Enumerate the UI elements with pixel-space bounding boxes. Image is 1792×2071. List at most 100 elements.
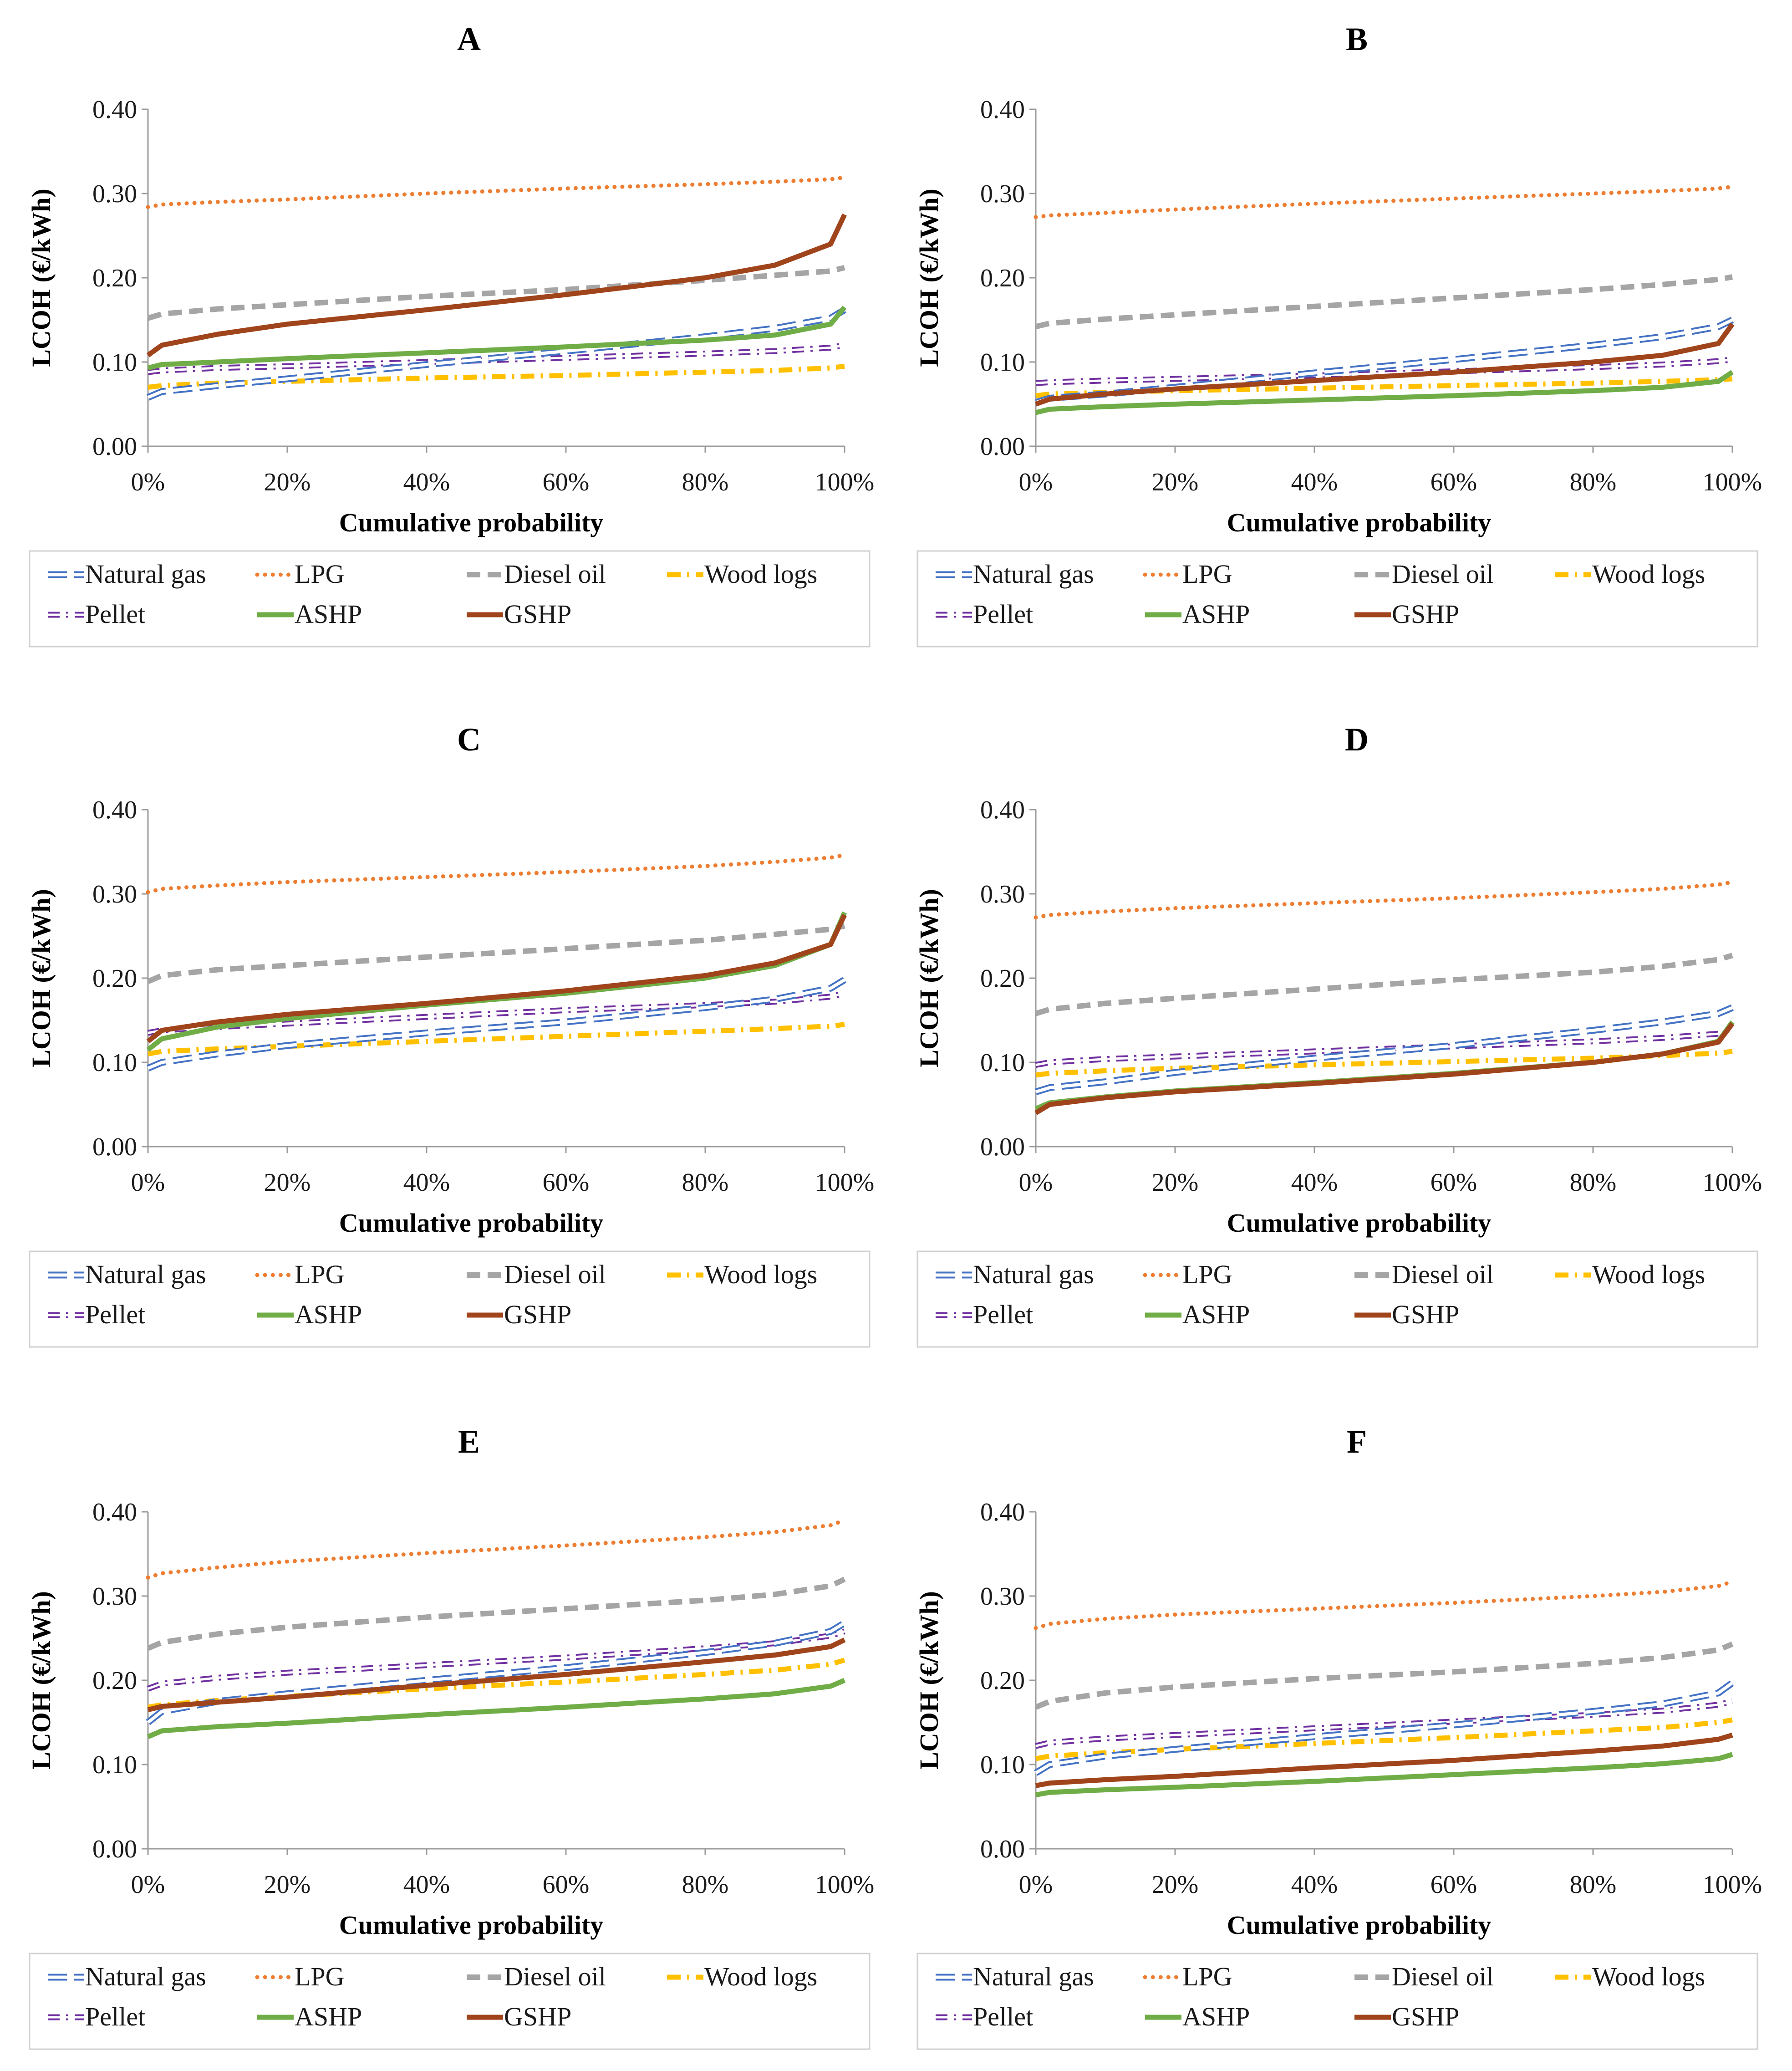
panel-e-title: E <box>458 1423 480 1460</box>
panel-d-legend-item-wood-logs: Wood logs <box>1555 1260 1705 1289</box>
panel-a-x-tick-label: 0% <box>131 468 165 496</box>
panel-b-legend-label-diesel-oil: Diesel oil <box>1392 559 1494 589</box>
panel-c-line-gshp <box>146 913 847 1044</box>
panel-e-legend-label-wood-logs: Wood logs <box>704 1962 817 1991</box>
panel-a-series-lpg <box>146 175 847 209</box>
panel-c-x-tick-label: 0% <box>131 1168 165 1197</box>
panel-b-x-tick-label: 40% <box>1291 468 1338 496</box>
panel-b-x-axis-title: Cumulative probability <box>1227 508 1492 537</box>
panel-c-series-lpg <box>146 853 847 894</box>
panel-d-line-lpg <box>1033 880 1735 920</box>
panel-d-y-tick-label: 0.30 <box>980 880 1025 908</box>
panel-f-legend-label-diesel-oil: Diesel oil <box>1392 1962 1494 1991</box>
panel-e-line-natural-gas <box>147 1622 845 1724</box>
panel-b-legend-label-natural-gas: Natural gas <box>973 559 1094 589</box>
panel-d-line-gshp <box>1034 1022 1735 1115</box>
panel-a-legend-label-diesel-oil: Diesel oil <box>504 559 606 589</box>
panel-f-x-axis-title: Cumulative probability <box>1227 1910 1492 1940</box>
panel-f-series-diesel-oil <box>1034 1641 1734 1710</box>
panel-b-line-gshp <box>1035 322 1735 407</box>
panel-f-legend-label-wood-logs: Wood logs <box>1592 1962 1705 1991</box>
panel-b-x-tick-label: 80% <box>1570 468 1617 496</box>
panel-f-legend: Natural gas LPG Diesel oil Wood logs Pellet A… <box>916 1953 1758 2050</box>
panel-a: A 0.00 0.10 0.20 0.30 0.40 0% 20% 40% 60% 80% 100% C… <box>26 21 874 648</box>
panel-e-x-tick-label: 40% <box>403 1871 450 1899</box>
panel-a-series-natural-gas <box>147 306 846 401</box>
panel-a-legend-item-diesel-oil: Diesel oil <box>467 559 606 589</box>
panel-f-series-pellet <box>1035 1698 1733 1749</box>
panel-f-series-natural-gas <box>1034 1680 1735 1776</box>
panel-e-legend-item-wood-logs: Wood logs <box>667 1962 817 1991</box>
panel-e-x-tick-label: 60% <box>543 1871 590 1899</box>
panel-e-y-tick-label: 0.20 <box>92 1667 137 1695</box>
panel-c-series-pellet <box>147 990 845 1036</box>
panel-c-x-tick-label: 20% <box>264 1168 311 1197</box>
panel-c-y-tick-label: 0.20 <box>92 964 137 993</box>
panel-e-legend-item-gshp: GSHP <box>467 2002 571 2031</box>
panel-a-line-pellet <box>148 344 845 373</box>
panel-f-line-natural-gas <box>1035 1681 1734 1775</box>
panel-c-legend-item-diesel-oil: Diesel oil <box>467 1260 606 1289</box>
panel-f-line-wood-logs <box>1035 1717 1733 1761</box>
panel-e-legend-item-diesel-oil: Diesel oil <box>467 1962 606 1991</box>
panel-d-title: D <box>1345 721 1369 758</box>
panel-a-legend-label-pellet: Pellet <box>85 599 145 629</box>
panel-b-legend: Natural gas LPG Diesel oil Wood logs Pellet A… <box>916 550 1758 648</box>
panel-f-x-tick-label: 100% <box>1703 1871 1762 1899</box>
panel-d-line-pellet <box>1035 1030 1733 1066</box>
panel-a-legend-label-lpg: LPG <box>295 559 345 589</box>
panel-c-line-natural-gas <box>147 978 845 1070</box>
panel-f-line-pellet <box>1035 1700 1733 1747</box>
panel-f-legend-item-natural-gas: Natural gas <box>936 1962 1094 1991</box>
panel-a-legend-item-lpg: LPG <box>255 559 345 589</box>
panel-f-legend-label-gshp: GSHP <box>1392 2002 1459 2031</box>
panel-f-y-tick-label: 0.40 <box>980 1498 1025 1526</box>
panel-c-legend-label-gshp: GSHP <box>504 1300 571 1329</box>
panel-c: C 0.00 0.10 0.20 0.30 0.40 0% 20% 40% 60% 80% 100% C… <box>26 721 874 1348</box>
panel-b-x-tick-label: 20% <box>1152 468 1199 496</box>
panel-b-x-tick-label: 0% <box>1019 468 1053 496</box>
panel-d-x-tick-label: 60% <box>1431 1168 1477 1197</box>
panel-a-line-gshp <box>146 213 847 357</box>
panel-c-y-tick-label: 0.30 <box>92 880 137 908</box>
panel-c-legend-item-pellet: Pellet <box>48 1300 145 1329</box>
panel-d-y-tick-label: 0.20 <box>980 964 1025 993</box>
panel-f-line-diesel-oil <box>1034 1641 1734 1710</box>
panel-a-y-tick-label: 0.00 <box>92 433 137 461</box>
panel-e-legend-label-gshp: GSHP <box>504 2002 571 2031</box>
panel-a-line-natural-gas <box>147 308 845 399</box>
panel-b-title: B <box>1346 21 1368 57</box>
panel-b-y-axis-title: LCOH (€/kWh) <box>914 189 944 367</box>
panel-e-y-tick-label: 0.00 <box>92 1835 137 1863</box>
panel-b-legend-item-lpg: LPG <box>1143 559 1232 589</box>
panel-a-x-tick-label: 20% <box>264 468 311 496</box>
panel-d-legend-label-pellet: Pellet <box>973 1300 1033 1329</box>
panel-d-y-tick-label: 0.10 <box>980 1049 1025 1077</box>
panel-b-line-diesel-oil <box>1035 274 1733 330</box>
panel-a-x-tick-label: 80% <box>682 468 729 496</box>
panel-b-y-tick-label: 0.10 <box>980 348 1025 377</box>
panel-a-legend-label-natural-gas: Natural gas <box>85 559 206 589</box>
panel-c-x-tick-label: 60% <box>543 1168 590 1197</box>
panel-a-y-tick-label: 0.10 <box>92 348 137 377</box>
panel-a-y-tick-label: 0.30 <box>92 180 137 208</box>
panel-b-line-lpg <box>1033 184 1735 219</box>
panel-d-series-diesel-oil <box>1035 953 1733 1016</box>
panel-f-legend-box <box>916 1953 1758 2050</box>
panel-d-legend-label-diesel-oil: Diesel oil <box>1392 1260 1494 1289</box>
panel-e-legend-label-lpg: LPG <box>295 1962 345 1991</box>
panel-f-x-tick-label: 40% <box>1291 1871 1338 1899</box>
panel-f-y-tick-label: 0.20 <box>980 1667 1025 1695</box>
panel-e-line-ashp <box>147 1678 846 1739</box>
panel-a-series-diesel-oil <box>147 265 845 321</box>
panel-c-line-wood-logs <box>148 1022 845 1056</box>
panel-c-series-diesel-oil <box>147 923 845 984</box>
panel-a-line-wood-logs <box>148 363 845 390</box>
panel-f-legend-label-natural-gas: Natural gas <box>973 1962 1094 1991</box>
panel-d-x-tick-label: 0% <box>1019 1168 1053 1197</box>
panel-e-legend-label-natural-gas: Natural gas <box>85 1962 206 1991</box>
panel-a-y-axis-title: LCOH (€/kWh) <box>26 189 56 367</box>
panel-c-line-pellet <box>148 992 845 1034</box>
panel-f-title: F <box>1347 1423 1367 1460</box>
